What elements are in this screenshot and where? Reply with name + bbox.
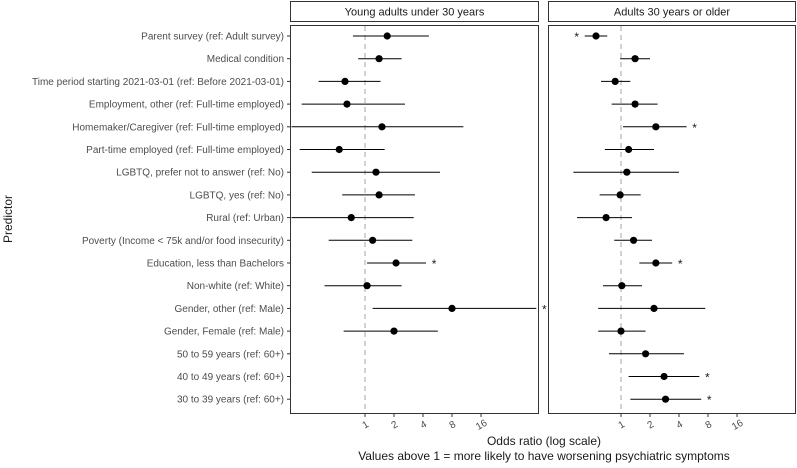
point-estimate	[392, 259, 400, 267]
significance-star: *	[692, 121, 697, 135]
point-estimate	[448, 304, 456, 312]
point-estimate	[661, 395, 670, 403]
point-estimate	[611, 77, 619, 85]
panel-frame-young	[290, 25, 539, 414]
point-estimate	[343, 100, 351, 108]
point-estimate	[369, 236, 377, 244]
predictor-label: Parent survey (ref: Adult survey)	[141, 32, 284, 43]
predictor-label: Medical condition	[207, 54, 284, 65]
point-estimate	[363, 282, 371, 290]
point-estimate	[625, 145, 633, 154]
x-tick-label: 1	[617, 419, 628, 432]
predictor-label: Gender, other (ref: Male)	[175, 304, 285, 315]
point-estimate	[341, 77, 349, 85]
point-estimate	[616, 191, 624, 199]
x-axis-subtitle: Values above 1 = more likely to have wor…	[358, 449, 730, 463]
predictor-label: Employment, other (ref: Full-time employ…	[89, 100, 284, 111]
y-axis-title: Predictor	[1, 195, 15, 243]
panel-title-adults: Adults 30 years or older	[614, 7, 731, 19]
point-estimate	[641, 350, 650, 358]
point-estimate	[617, 327, 625, 335]
predictor-label: 50 to 59 years (ref: 60+)	[177, 349, 284, 360]
predictor-label: Time period starting 2021-03-01 (ref: Be…	[32, 77, 284, 88]
predictor-label: Homemaker/Caregiver (ref: Full-time empl…	[72, 122, 284, 133]
x-tick-label: 16	[474, 418, 490, 433]
panel-frame-adults	[548, 25, 796, 414]
predictor-label: Gender, Female (ref: Male)	[164, 327, 284, 338]
x-tick-label: 8	[448, 419, 459, 432]
x-tick-label: 16	[730, 418, 746, 433]
x-tick-label: 4	[675, 419, 686, 432]
x-tick-label: 8	[704, 419, 715, 432]
x-tick-label: 1	[361, 419, 372, 432]
point-estimate	[660, 372, 668, 381]
significance-star: *	[574, 30, 579, 44]
x-tick-label: 2	[646, 419, 657, 432]
predictor-label: Poverty (Income < 75k and/or food insecu…	[82, 236, 284, 247]
predictor-label: Rural (ref: Urban)	[206, 213, 284, 224]
point-estimate	[623, 168, 631, 176]
x-axes: 1 2 4 8 16 1 2 4 8 16	[361, 413, 746, 433]
significance-star: *	[707, 393, 712, 407]
point-estimate	[347, 214, 355, 222]
predictor-label: Education, less than Bachelors	[147, 259, 284, 270]
estimate-marks: * * * * * * *	[291, 30, 712, 407]
point-estimate	[372, 168, 380, 176]
panel-title-young: Young adults under 30 years	[345, 7, 485, 19]
significance-star: *	[432, 257, 437, 271]
point-estimate	[383, 32, 391, 40]
point-estimate	[618, 282, 626, 290]
predictor-label: LGBTQ, yes (ref: No)	[190, 190, 284, 201]
x-tick-label: 4	[419, 419, 430, 432]
panel-strip-young	[290, 1, 539, 22]
significance-star: *	[705, 371, 710, 385]
point-estimate	[652, 259, 660, 267]
point-estimate	[390, 327, 398, 335]
panel-strip-adults	[548, 1, 796, 22]
significance-star: *	[542, 302, 547, 316]
predictor-labels: Parent survey (ref: Adult survey) Medical…	[32, 32, 291, 406]
point-estimate	[375, 191, 383, 199]
point-estimate	[592, 32, 600, 40]
point-estimate	[375, 55, 383, 63]
point-estimate	[335, 145, 343, 154]
predictor-label: LGBTQ, prefer not to answer (ref: No)	[116, 168, 284, 179]
point-estimate	[631, 55, 639, 63]
point-estimate	[629, 236, 638, 244]
point-estimate	[631, 100, 639, 108]
predictor-label: 30 to 39 years (ref: 60+)	[177, 395, 284, 406]
point-estimate	[650, 304, 658, 312]
point-estimate	[378, 123, 386, 131]
x-tick-label: 2	[390, 419, 401, 432]
predictor-label: Non-white (ref: White)	[187, 281, 284, 292]
point-estimate	[602, 214, 610, 222]
significance-star: *	[678, 257, 683, 271]
predictor-label: 40 to 49 years (ref: 60+)	[177, 372, 284, 383]
predictor-label: Part-time employed (ref: Full-time emplo…	[86, 145, 284, 156]
x-axis-title: Odds ratio (log scale)	[487, 434, 601, 448]
point-estimate	[652, 123, 660, 131]
